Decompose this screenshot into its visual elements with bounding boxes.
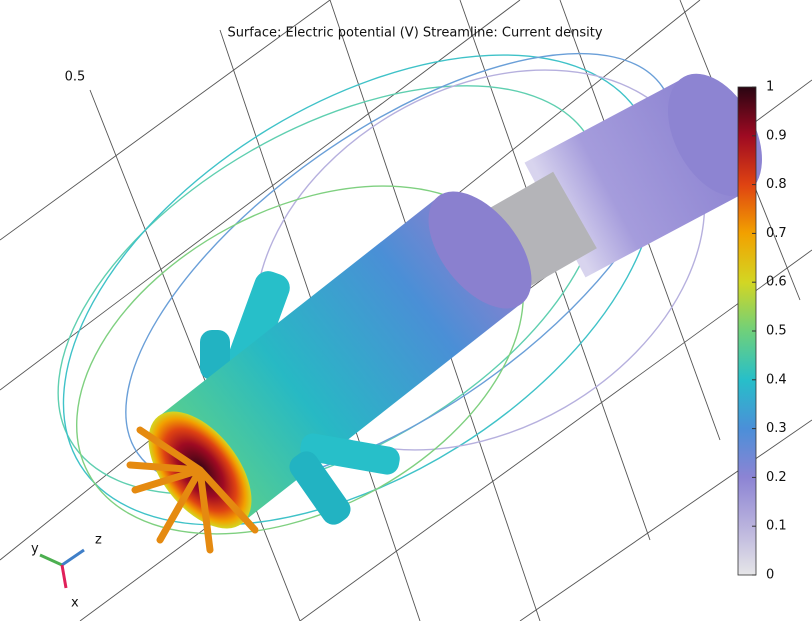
colorbar-tick-label: 0.5 [766,324,787,339]
colorbar-tick-label: 0 [766,568,774,583]
triad-label: z [95,533,102,548]
plot-title: Surface: Electric potential (V) Streamli… [227,26,602,41]
colorbar-tick-label: 0.1 [766,519,787,534]
axis-label: 0.5 [65,70,86,85]
colorbar-tick-label: 0.4 [766,372,787,387]
colorbar-tick-label: 0.6 [766,275,787,290]
geometry [126,73,762,554]
axis-triad: y z x [31,533,102,611]
colorbar-tick-label: 1 [766,80,774,95]
colorbar-tick-label: 0.2 [766,470,787,485]
colorbar-tick-label: 0.3 [766,421,787,436]
colorbar-tick-label: 0.7 [766,226,787,241]
colorbar-tick-label: 0.9 [766,128,787,143]
triad-label: y [31,542,39,557]
colorbar-tick-label: 0.8 [766,177,787,192]
triad-label: x [71,596,79,611]
